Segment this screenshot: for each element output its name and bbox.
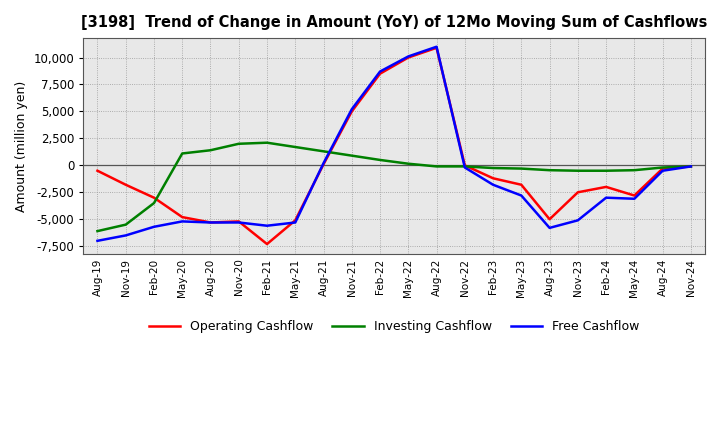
Operating Cashflow [235, 219, 243, 224]
Operating Cashflow [658, 166, 667, 171]
Investing Cashflow [319, 149, 328, 154]
Operating Cashflow [517, 182, 526, 187]
Operating Cashflow [432, 45, 441, 51]
Free Cashflow [461, 165, 469, 170]
Operating Cashflow [602, 184, 611, 190]
Investing Cashflow [376, 158, 384, 163]
Free Cashflow [319, 161, 328, 166]
Free Cashflow [178, 219, 186, 224]
Investing Cashflow [517, 166, 526, 171]
Operating Cashflow [376, 71, 384, 76]
Investing Cashflow [432, 164, 441, 169]
Investing Cashflow [658, 165, 667, 170]
Free Cashflow [574, 218, 582, 223]
Investing Cashflow [489, 165, 498, 171]
Investing Cashflow [206, 147, 215, 153]
Y-axis label: Amount (million yen): Amount (million yen) [15, 81, 28, 212]
Investing Cashflow [150, 201, 158, 206]
Free Cashflow [687, 164, 696, 169]
Investing Cashflow [574, 168, 582, 173]
Investing Cashflow [235, 141, 243, 147]
Free Cashflow [122, 233, 130, 238]
Free Cashflow [404, 54, 413, 59]
Free Cashflow [150, 224, 158, 229]
Investing Cashflow [348, 153, 356, 158]
Investing Cashflow [461, 164, 469, 169]
Operating Cashflow [630, 193, 639, 198]
Free Cashflow [291, 220, 300, 225]
Investing Cashflow [263, 140, 271, 145]
Free Cashflow [206, 220, 215, 225]
Line: Investing Cashflow: Investing Cashflow [97, 143, 691, 231]
Operating Cashflow [574, 190, 582, 195]
Operating Cashflow [93, 168, 102, 173]
Operating Cashflow [687, 164, 696, 169]
Operating Cashflow [150, 195, 158, 200]
Operating Cashflow [178, 214, 186, 220]
Operating Cashflow [206, 220, 215, 225]
Operating Cashflow [122, 182, 130, 187]
Operating Cashflow [263, 242, 271, 247]
Free Cashflow [630, 196, 639, 202]
Investing Cashflow [545, 168, 554, 173]
Free Cashflow [93, 238, 102, 243]
Free Cashflow [376, 69, 384, 74]
Free Cashflow [235, 220, 243, 225]
Legend: Operating Cashflow, Investing Cashflow, Free Cashflow: Operating Cashflow, Investing Cashflow, … [144, 315, 644, 338]
Free Cashflow [517, 193, 526, 198]
Operating Cashflow [404, 55, 413, 60]
Free Cashflow [658, 168, 667, 173]
Free Cashflow [602, 195, 611, 200]
Investing Cashflow [687, 164, 696, 169]
Operating Cashflow [489, 176, 498, 181]
Investing Cashflow [602, 168, 611, 173]
Investing Cashflow [178, 151, 186, 156]
Title: [3198]  Trend of Change in Amount (YoY) of 12Mo Moving Sum of Cashflows: [3198] Trend of Change in Amount (YoY) o… [81, 15, 707, 30]
Line: Free Cashflow: Free Cashflow [97, 47, 691, 241]
Investing Cashflow [630, 168, 639, 173]
Investing Cashflow [291, 144, 300, 150]
Free Cashflow [545, 225, 554, 231]
Operating Cashflow [319, 161, 328, 167]
Investing Cashflow [93, 228, 102, 234]
Investing Cashflow [122, 222, 130, 227]
Free Cashflow [489, 182, 498, 187]
Operating Cashflow [545, 216, 554, 222]
Operating Cashflow [291, 218, 300, 223]
Investing Cashflow [404, 161, 413, 166]
Free Cashflow [348, 106, 356, 112]
Operating Cashflow [348, 109, 356, 114]
Free Cashflow [432, 44, 441, 49]
Operating Cashflow [461, 163, 469, 168]
Free Cashflow [263, 223, 271, 228]
Line: Operating Cashflow: Operating Cashflow [97, 48, 691, 244]
